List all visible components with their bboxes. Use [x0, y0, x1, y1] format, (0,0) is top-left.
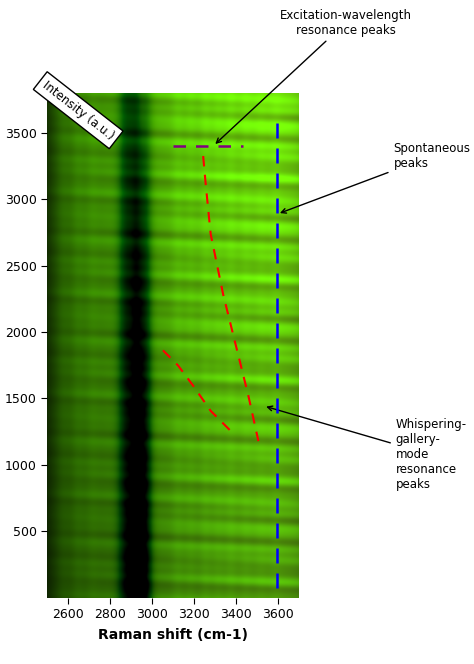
X-axis label: Raman shift (cm-1): Raman shift (cm-1): [98, 628, 248, 642]
Text: Whispering-
gallery-
mode
resonance
peaks: Whispering- gallery- mode resonance peak…: [268, 406, 467, 491]
Text: Spontaneous
peaks: Spontaneous peaks: [282, 142, 470, 213]
Text: Intensity (a.u.): Intensity (a.u.): [40, 78, 117, 142]
Text: Excitation-wavelength
resonance peaks: Excitation-wavelength resonance peaks: [216, 9, 412, 143]
